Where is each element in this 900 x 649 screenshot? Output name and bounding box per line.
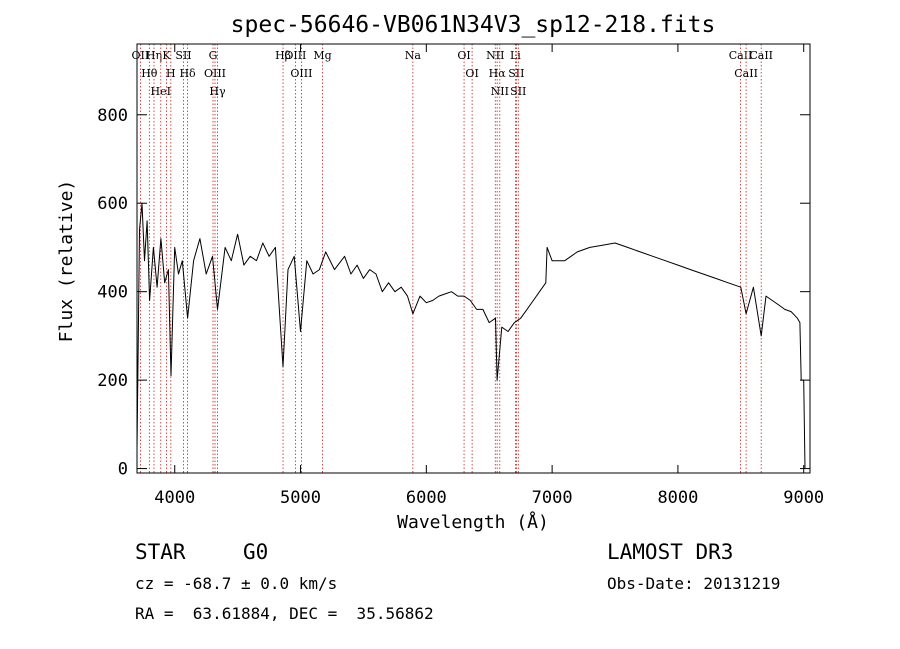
line-marker-label: NII — [486, 49, 504, 62]
line-marker-label: OI — [457, 49, 470, 62]
coordinates-line: RA = 63.61884, DEC = 35.56862 — [135, 604, 434, 623]
line-marker-label: OI — [465, 67, 478, 80]
line-marker-label: Mg — [313, 49, 331, 62]
line-marker-label: OIII — [204, 67, 226, 80]
line-marker-label: OIII — [290, 67, 312, 80]
plot-frame — [136, 43, 811, 474]
line-marker-label: SII — [175, 49, 191, 62]
line-marker-label: OIII — [284, 49, 306, 62]
x-tick-label: 5000 — [280, 488, 321, 508]
line-marker-label: OII — [132, 49, 150, 62]
x-tick-label: 4000 — [154, 488, 195, 508]
line-marker-label: Li — [510, 49, 521, 62]
line-marker-label: SII — [508, 67, 524, 80]
line-marker-label: G — [209, 49, 218, 62]
object-class: STAR — [135, 540, 186, 564]
x-tick-label: 7000 — [532, 488, 573, 508]
line-marker-label: H — [166, 67, 176, 80]
x-axis-label: Wavelength (Å) — [397, 511, 549, 533]
chart-title: spec-56646-VB061N34V3_sp12-218.fits — [231, 12, 716, 38]
x-tick-label: 9000 — [783, 488, 824, 508]
obs-date-line: Obs-Date: 20131219 — [607, 574, 781, 593]
line-marker-label: CaII — [734, 67, 758, 80]
redshift-line: cz = -68.7 ± 0.0 km/s — [135, 574, 338, 593]
y-tick-label: 200 — [97, 371, 128, 391]
line-marker-label: Hγ — [209, 85, 226, 98]
line-marker-label: K — [162, 49, 171, 62]
y-tick-label: 800 — [97, 106, 128, 126]
survey-name: LAMOST DR3 — [607, 540, 734, 564]
line-marker-label: Hη — [146, 49, 162, 62]
x-tick-label: 6000 — [406, 488, 447, 508]
line-marker-label: SII — [510, 85, 526, 98]
series-layer — [136, 202, 806, 469]
y-tick-label: 400 — [97, 283, 128, 303]
line-marker-label: NII — [491, 85, 509, 98]
line-marker-label: Hβ — [275, 49, 291, 62]
line-marker-label: CaII — [749, 49, 773, 62]
line-marker-label: Hθ — [141, 67, 158, 80]
y-tick-label: 0 — [118, 460, 128, 480]
line-marker-label: HeI — [151, 85, 171, 98]
object-subclass: G0 — [243, 540, 269, 564]
y-axis-label: Flux (relative) — [56, 180, 77, 343]
line-marker-label: Hα — [489, 67, 507, 80]
line-marker-label: Na — [405, 49, 422, 62]
x-tick-label: 8000 — [657, 488, 698, 508]
spectrum-line — [136, 202, 806, 469]
y-tick-label: 600 — [97, 194, 128, 214]
line-marker-label: Hδ — [179, 67, 196, 80]
axes: 4000 5000 6000 7000 8000 9000 0 200 400 600 800 — [97, 44, 824, 508]
